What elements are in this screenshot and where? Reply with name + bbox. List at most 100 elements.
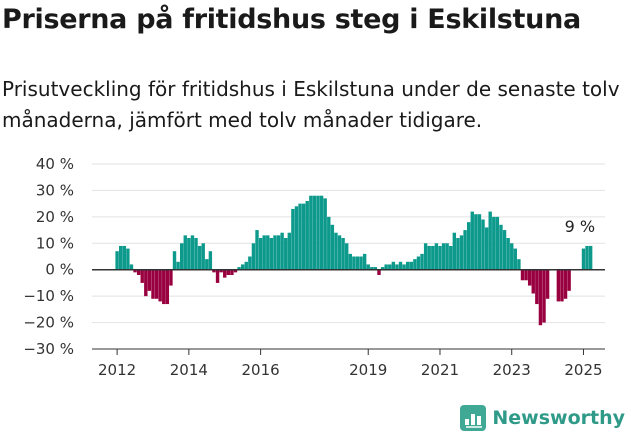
bar [588, 245, 593, 270]
bar [280, 232, 284, 270]
bar [154, 269, 159, 299]
bar [251, 243, 256, 270]
x-tick-label: 2025 [564, 361, 602, 379]
bar [233, 269, 238, 273]
chart-subtitle: Prisutveckling för fritidshus i Eskilstu… [2, 77, 620, 132]
bar [366, 264, 370, 270]
bar [535, 269, 539, 305]
bar [262, 235, 266, 270]
y-tick-label: 10 % [36, 234, 74, 252]
bar [355, 256, 360, 270]
y-tick-label: −10 % [23, 287, 74, 305]
bar [420, 253, 424, 270]
bar [291, 208, 295, 270]
bar [434, 243, 439, 270]
bar [201, 243, 205, 270]
y-tick-label: 40 % [36, 155, 74, 173]
bar [144, 269, 148, 297]
bar [305, 201, 309, 270]
x-tick-label: 2019 [349, 361, 387, 379]
bar [413, 259, 417, 270]
bar [445, 243, 449, 270]
bar [151, 269, 155, 299]
bar [176, 261, 180, 270]
bar [499, 224, 503, 270]
bar [427, 245, 431, 270]
bar [337, 235, 342, 270]
bar [312, 195, 317, 270]
bar [531, 269, 535, 294]
bar [345, 243, 349, 270]
x-axis: 2012 2014 2016 2019 2021 2023 2025 [92, 348, 605, 379]
y-tick-label: −30 % [23, 340, 74, 358]
bar [459, 235, 464, 270]
bar [416, 256, 421, 270]
bar [492, 216, 496, 270]
gridlines [92, 163, 605, 350]
bar [294, 206, 299, 270]
bar [452, 232, 457, 270]
bar [158, 269, 162, 302]
bar [438, 245, 442, 270]
bar [398, 261, 403, 270]
bar [147, 269, 152, 291]
bar [276, 235, 281, 270]
y-tick-label: 0 % [45, 261, 74, 279]
bar [567, 269, 571, 291]
bar [484, 227, 489, 270]
bar [169, 269, 173, 286]
bar [269, 238, 274, 270]
bar [323, 198, 327, 270]
bar [266, 235, 270, 270]
bar [316, 195, 320, 270]
bar [542, 269, 546, 323]
bar [172, 251, 177, 270]
bar [359, 256, 363, 270]
bar [208, 251, 213, 270]
bar [545, 269, 550, 299]
bar [226, 269, 231, 275]
bar [477, 214, 482, 270]
bar [488, 211, 492, 270]
x-tick-label: 2014 [170, 361, 208, 379]
bar [524, 269, 528, 281]
bar [391, 261, 396, 270]
y-tick-label: 20 % [36, 208, 74, 226]
newsworthy-logo: Newsworthy [460, 405, 625, 431]
bar [585, 245, 589, 270]
bar [563, 269, 568, 299]
bar [248, 256, 252, 270]
bar [284, 238, 288, 270]
bar [258, 238, 263, 270]
bar [136, 269, 141, 275]
bar [230, 269, 234, 275]
bar [298, 203, 302, 270]
bar [409, 261, 413, 270]
bar [165, 269, 170, 305]
bar [183, 235, 187, 270]
bar [502, 230, 507, 270]
bar [517, 259, 521, 270]
bar [474, 214, 478, 270]
bar [179, 243, 184, 270]
bars [115, 195, 593, 326]
bar [348, 253, 352, 270]
bar [126, 248, 130, 270]
x-tick-label: 2021 [421, 361, 459, 379]
bar [513, 248, 518, 270]
bar [319, 195, 324, 270]
bar [115, 251, 119, 270]
bar [466, 222, 471, 270]
bar [352, 256, 356, 270]
bar [495, 216, 500, 270]
bar [377, 269, 381, 275]
bar [431, 245, 435, 270]
bar [395, 264, 399, 270]
bar [273, 235, 277, 270]
bar [255, 230, 259, 270]
bar [212, 269, 216, 273]
bar [373, 267, 378, 270]
bar [301, 203, 306, 270]
bar [380, 267, 385, 270]
